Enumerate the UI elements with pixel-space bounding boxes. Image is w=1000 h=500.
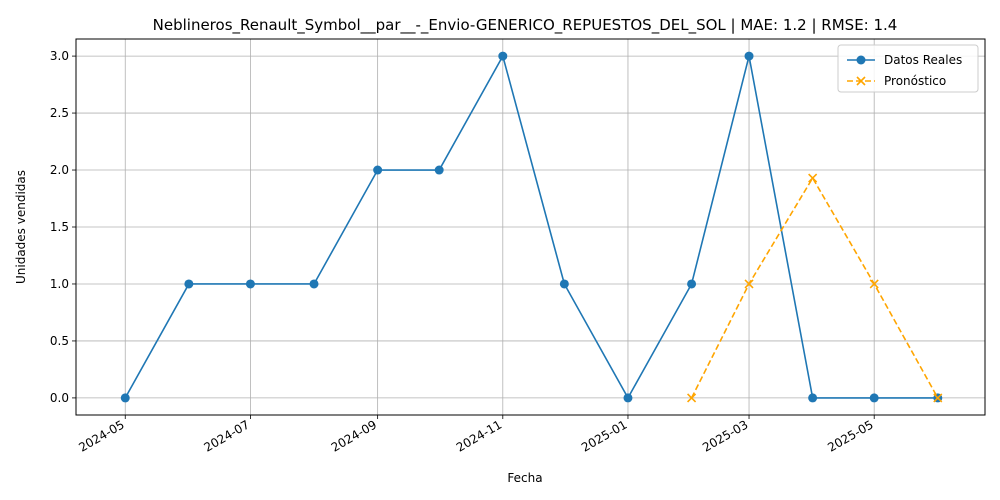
data-point bbox=[498, 51, 508, 61]
y-axis-title: Unidades vendidas bbox=[14, 170, 28, 284]
data-point bbox=[559, 279, 569, 289]
data-point bbox=[687, 279, 697, 289]
legend-swatch-marker bbox=[856, 76, 866, 86]
x-axis-title: Fecha bbox=[507, 471, 542, 485]
x-tick-label: 2024-07 bbox=[201, 417, 251, 454]
legend-label: Pronóstico bbox=[884, 74, 946, 88]
data-point bbox=[808, 393, 818, 403]
data-point bbox=[687, 393, 697, 403]
data-point bbox=[744, 51, 754, 61]
data-point bbox=[744, 279, 754, 289]
data-point bbox=[869, 393, 879, 403]
y-tick-label: 2.0 bbox=[50, 163, 69, 177]
series-layer bbox=[120, 51, 943, 403]
series-line bbox=[690, 176, 939, 399]
legend-box bbox=[837, 44, 979, 93]
x-tick-label: 2025-03 bbox=[700, 417, 750, 454]
series-line bbox=[124, 53, 938, 400]
y-tick-label: 0.5 bbox=[50, 334, 69, 348]
legend: Datos Reales Pronóstico bbox=[837, 44, 979, 93]
legend-swatch-marker bbox=[856, 55, 866, 65]
data-point bbox=[933, 393, 943, 403]
data-point bbox=[869, 279, 879, 289]
x-tick-label: 2024-09 bbox=[329, 417, 379, 454]
x-tick-label: 2024-05 bbox=[76, 417, 126, 454]
y-axis-ticks: 0.0 0.5 1.0 1.5 2.0 2.5 3.0 bbox=[50, 49, 76, 405]
y-tick-label: 2.5 bbox=[50, 106, 69, 120]
y-tick-label: 1.0 bbox=[50, 277, 69, 291]
series-pronostico bbox=[687, 173, 943, 403]
y-tick-label: 3.0 bbox=[50, 49, 69, 63]
grid-layer bbox=[76, 39, 985, 415]
y-tick-label: 1.5 bbox=[50, 220, 69, 234]
x-tick-label: 2024-11 bbox=[454, 417, 504, 454]
legend-label: Datos Reales bbox=[884, 53, 962, 67]
data-point bbox=[309, 279, 319, 289]
x-axis-ticks: 2024-05 2024-07 2024-09 2024-11 2025-01 2025-… bbox=[76, 415, 876, 455]
data-point bbox=[184, 279, 194, 289]
data-point bbox=[808, 173, 818, 183]
data-point bbox=[623, 393, 633, 403]
x-tick-label: 2025-01 bbox=[579, 417, 629, 454]
x-tick-label: 2025-05 bbox=[825, 417, 875, 454]
data-point bbox=[434, 165, 444, 175]
data-point bbox=[120, 393, 130, 403]
data-point bbox=[245, 279, 255, 289]
y-tick-label: 0.0 bbox=[50, 391, 69, 405]
chart-title: Neblineros_Renault_Symbol__par__-_Envio-… bbox=[153, 16, 898, 35]
data-point bbox=[373, 165, 383, 175]
